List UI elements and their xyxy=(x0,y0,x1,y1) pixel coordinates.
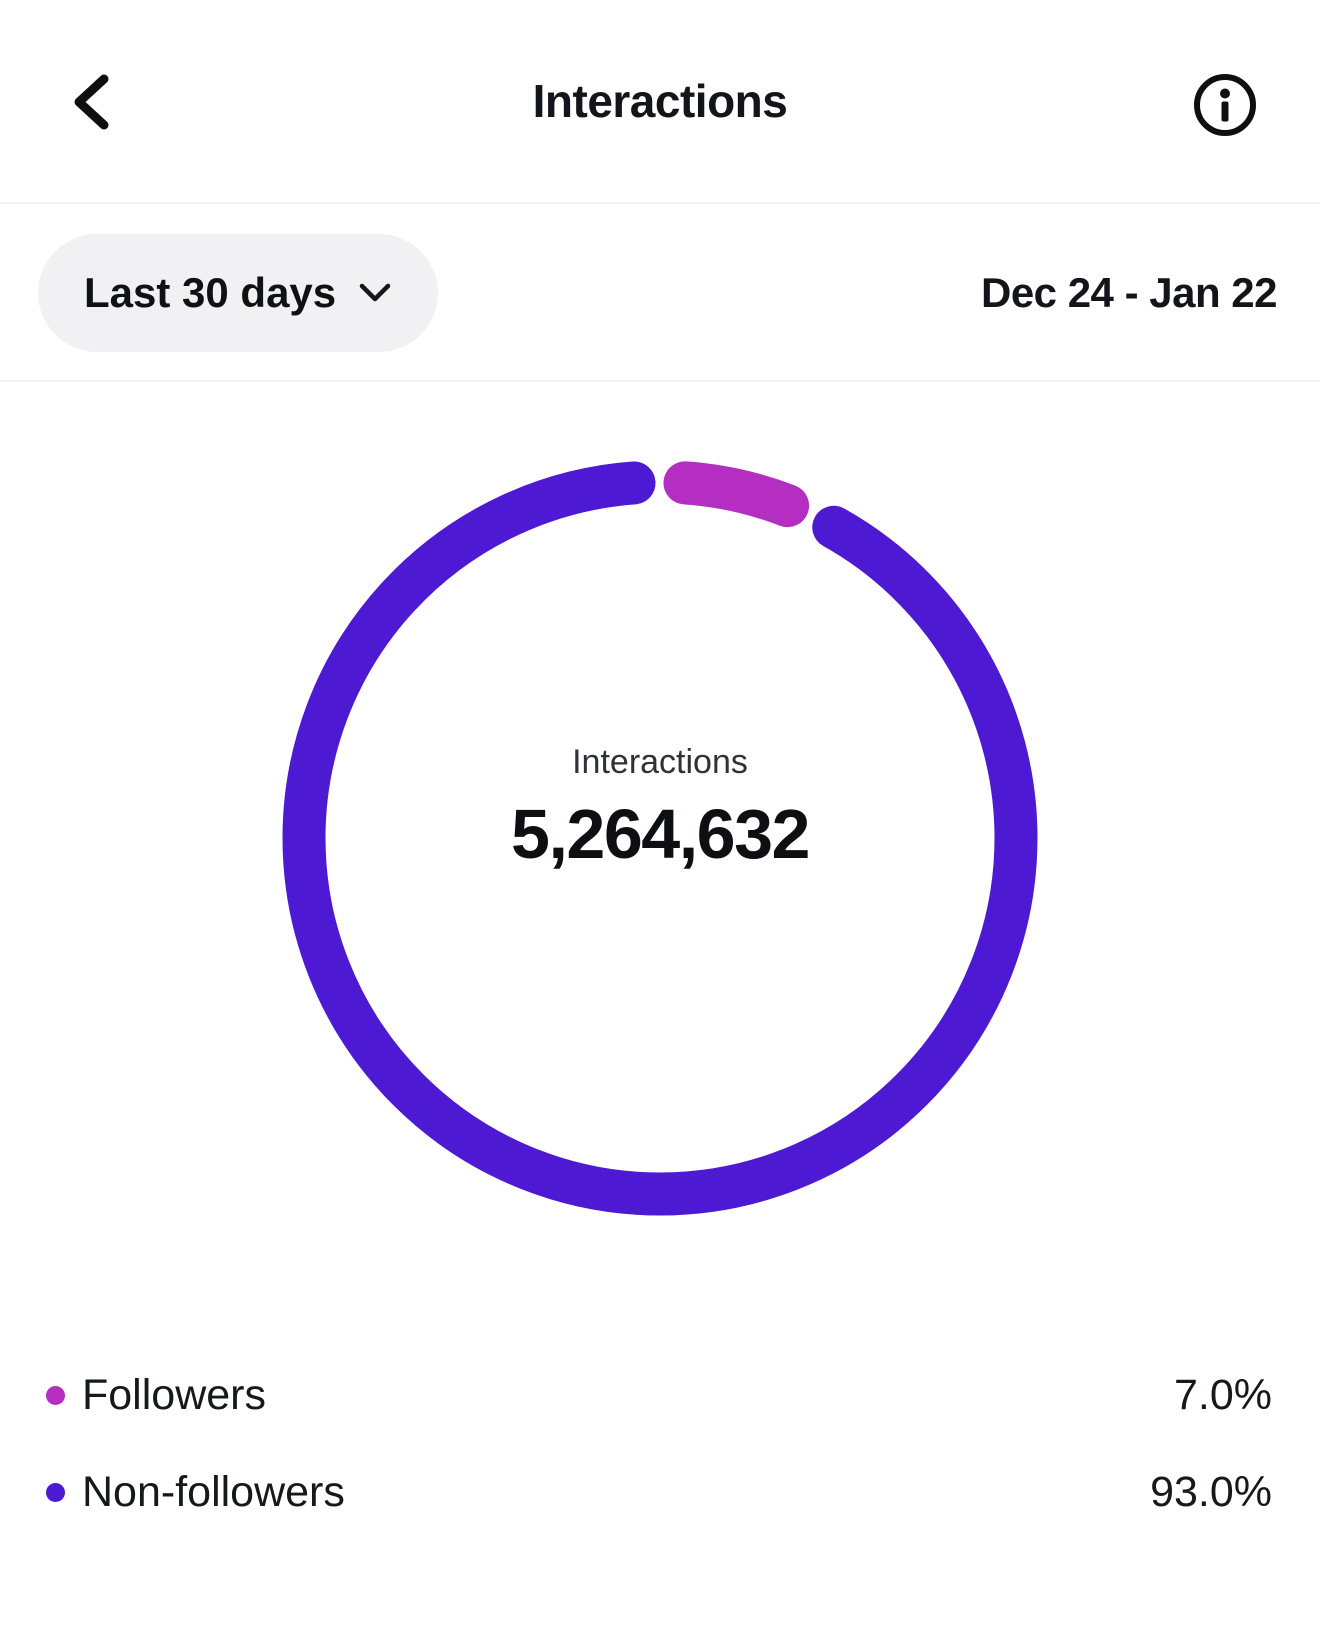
donut-center-label: Interactions xyxy=(572,743,748,781)
non-followers-dot-icon xyxy=(46,1482,65,1502)
legend-item-followers: Followers 7.0% xyxy=(0,1362,1320,1428)
page-title: Interactions xyxy=(532,75,788,127)
date-range-filter-label: Last 30 days xyxy=(84,269,337,316)
donut-chart xyxy=(282,460,1038,1216)
header: Interactions xyxy=(0,0,1320,204)
back-button[interactable] xyxy=(68,72,116,132)
chevron-left-icon xyxy=(74,74,109,130)
legend: Followers 7.0% Non-followers 93.0% xyxy=(0,1362,1320,1556)
interactions-donut: Interactions 5,264,632 xyxy=(280,458,1040,1218)
date-range-text: Dec 24 - Jan 22 xyxy=(980,269,1278,316)
date-range-filter[interactable]: Last 30 days xyxy=(38,234,439,352)
non-followers-label: Non-followers xyxy=(82,1467,345,1516)
donut-center: Interactions 5,264,632 xyxy=(280,740,1040,876)
followers-label: Followers xyxy=(82,1370,266,1419)
filter-row: Last 30 days Dec 24 - Jan 22 xyxy=(0,206,1320,382)
non-followers-value: 93.0% xyxy=(1150,1467,1272,1516)
info-icon xyxy=(1194,74,1256,136)
followers-dot-icon xyxy=(46,1385,65,1405)
chevron-down-icon xyxy=(359,283,391,302)
info-button[interactable] xyxy=(1192,72,1258,138)
legend-item-non-followers: Non-followers 93.0% xyxy=(0,1459,1320,1525)
followers-value: 7.0% xyxy=(1173,1370,1272,1419)
donut-center-value: 5,264,632 xyxy=(511,795,810,873)
